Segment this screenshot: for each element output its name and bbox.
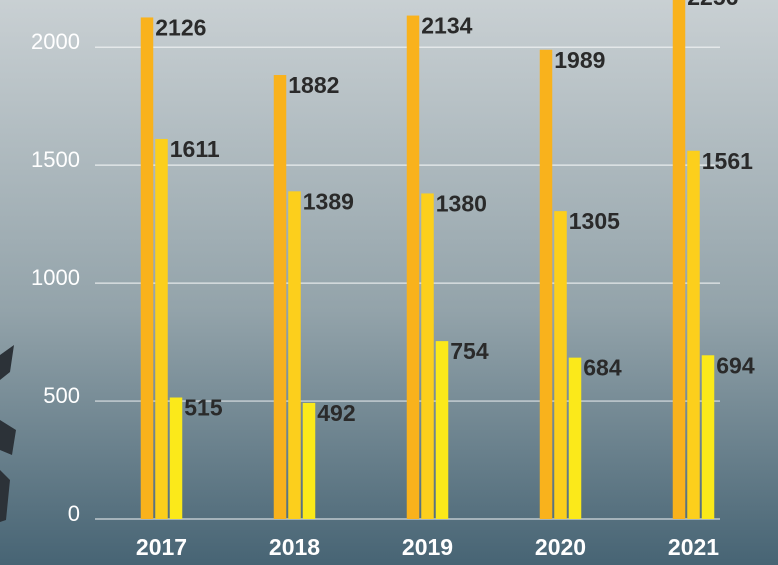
bar [687, 150, 700, 519]
value-label: 1380 [436, 191, 487, 217]
x-tick-label: 2019 [402, 534, 453, 560]
value-label: 1305 [569, 208, 620, 234]
bar [288, 191, 301, 519]
bar [554, 211, 567, 519]
y-tick-label: 2000 [31, 29, 80, 54]
value-label: 2256 [687, 0, 738, 10]
value-label: 2126 [155, 15, 206, 41]
x-tick-label: 2018 [269, 534, 320, 560]
value-label: 492 [317, 400, 355, 426]
value-label: 684 [583, 355, 622, 381]
x-tick-label: 2021 [668, 534, 719, 560]
value-label: 1989 [554, 47, 605, 73]
bar [406, 15, 420, 519]
y-tick-label: 0 [68, 501, 80, 526]
y-tick-label: 1500 [31, 147, 80, 172]
bar [701, 355, 715, 519]
value-label: 1611 [170, 136, 220, 162]
bar [421, 193, 434, 520]
value-label: 1882 [288, 72, 339, 98]
value-label: 694 [716, 352, 755, 378]
bar [672, 0, 686, 520]
decoration [0, 345, 16, 522]
value-label: 754 [450, 338, 489, 364]
bar [155, 138, 168, 520]
bar [302, 402, 316, 519]
bar [140, 17, 154, 519]
value-label: 2134 [421, 13, 472, 39]
y-tick-label: 500 [43, 383, 80, 408]
value-label: 1389 [303, 188, 354, 214]
bar [539, 49, 553, 519]
value-label: 1561 [702, 148, 753, 174]
x-tick-label: 2020 [535, 534, 586, 560]
value-label: 515 [184, 395, 223, 421]
y-tick-label: 1000 [31, 265, 80, 290]
bar [435, 341, 449, 519]
bar [169, 397, 183, 519]
bar [273, 75, 287, 519]
x-tick-label: 2017 [136, 534, 187, 560]
bar [568, 357, 582, 519]
